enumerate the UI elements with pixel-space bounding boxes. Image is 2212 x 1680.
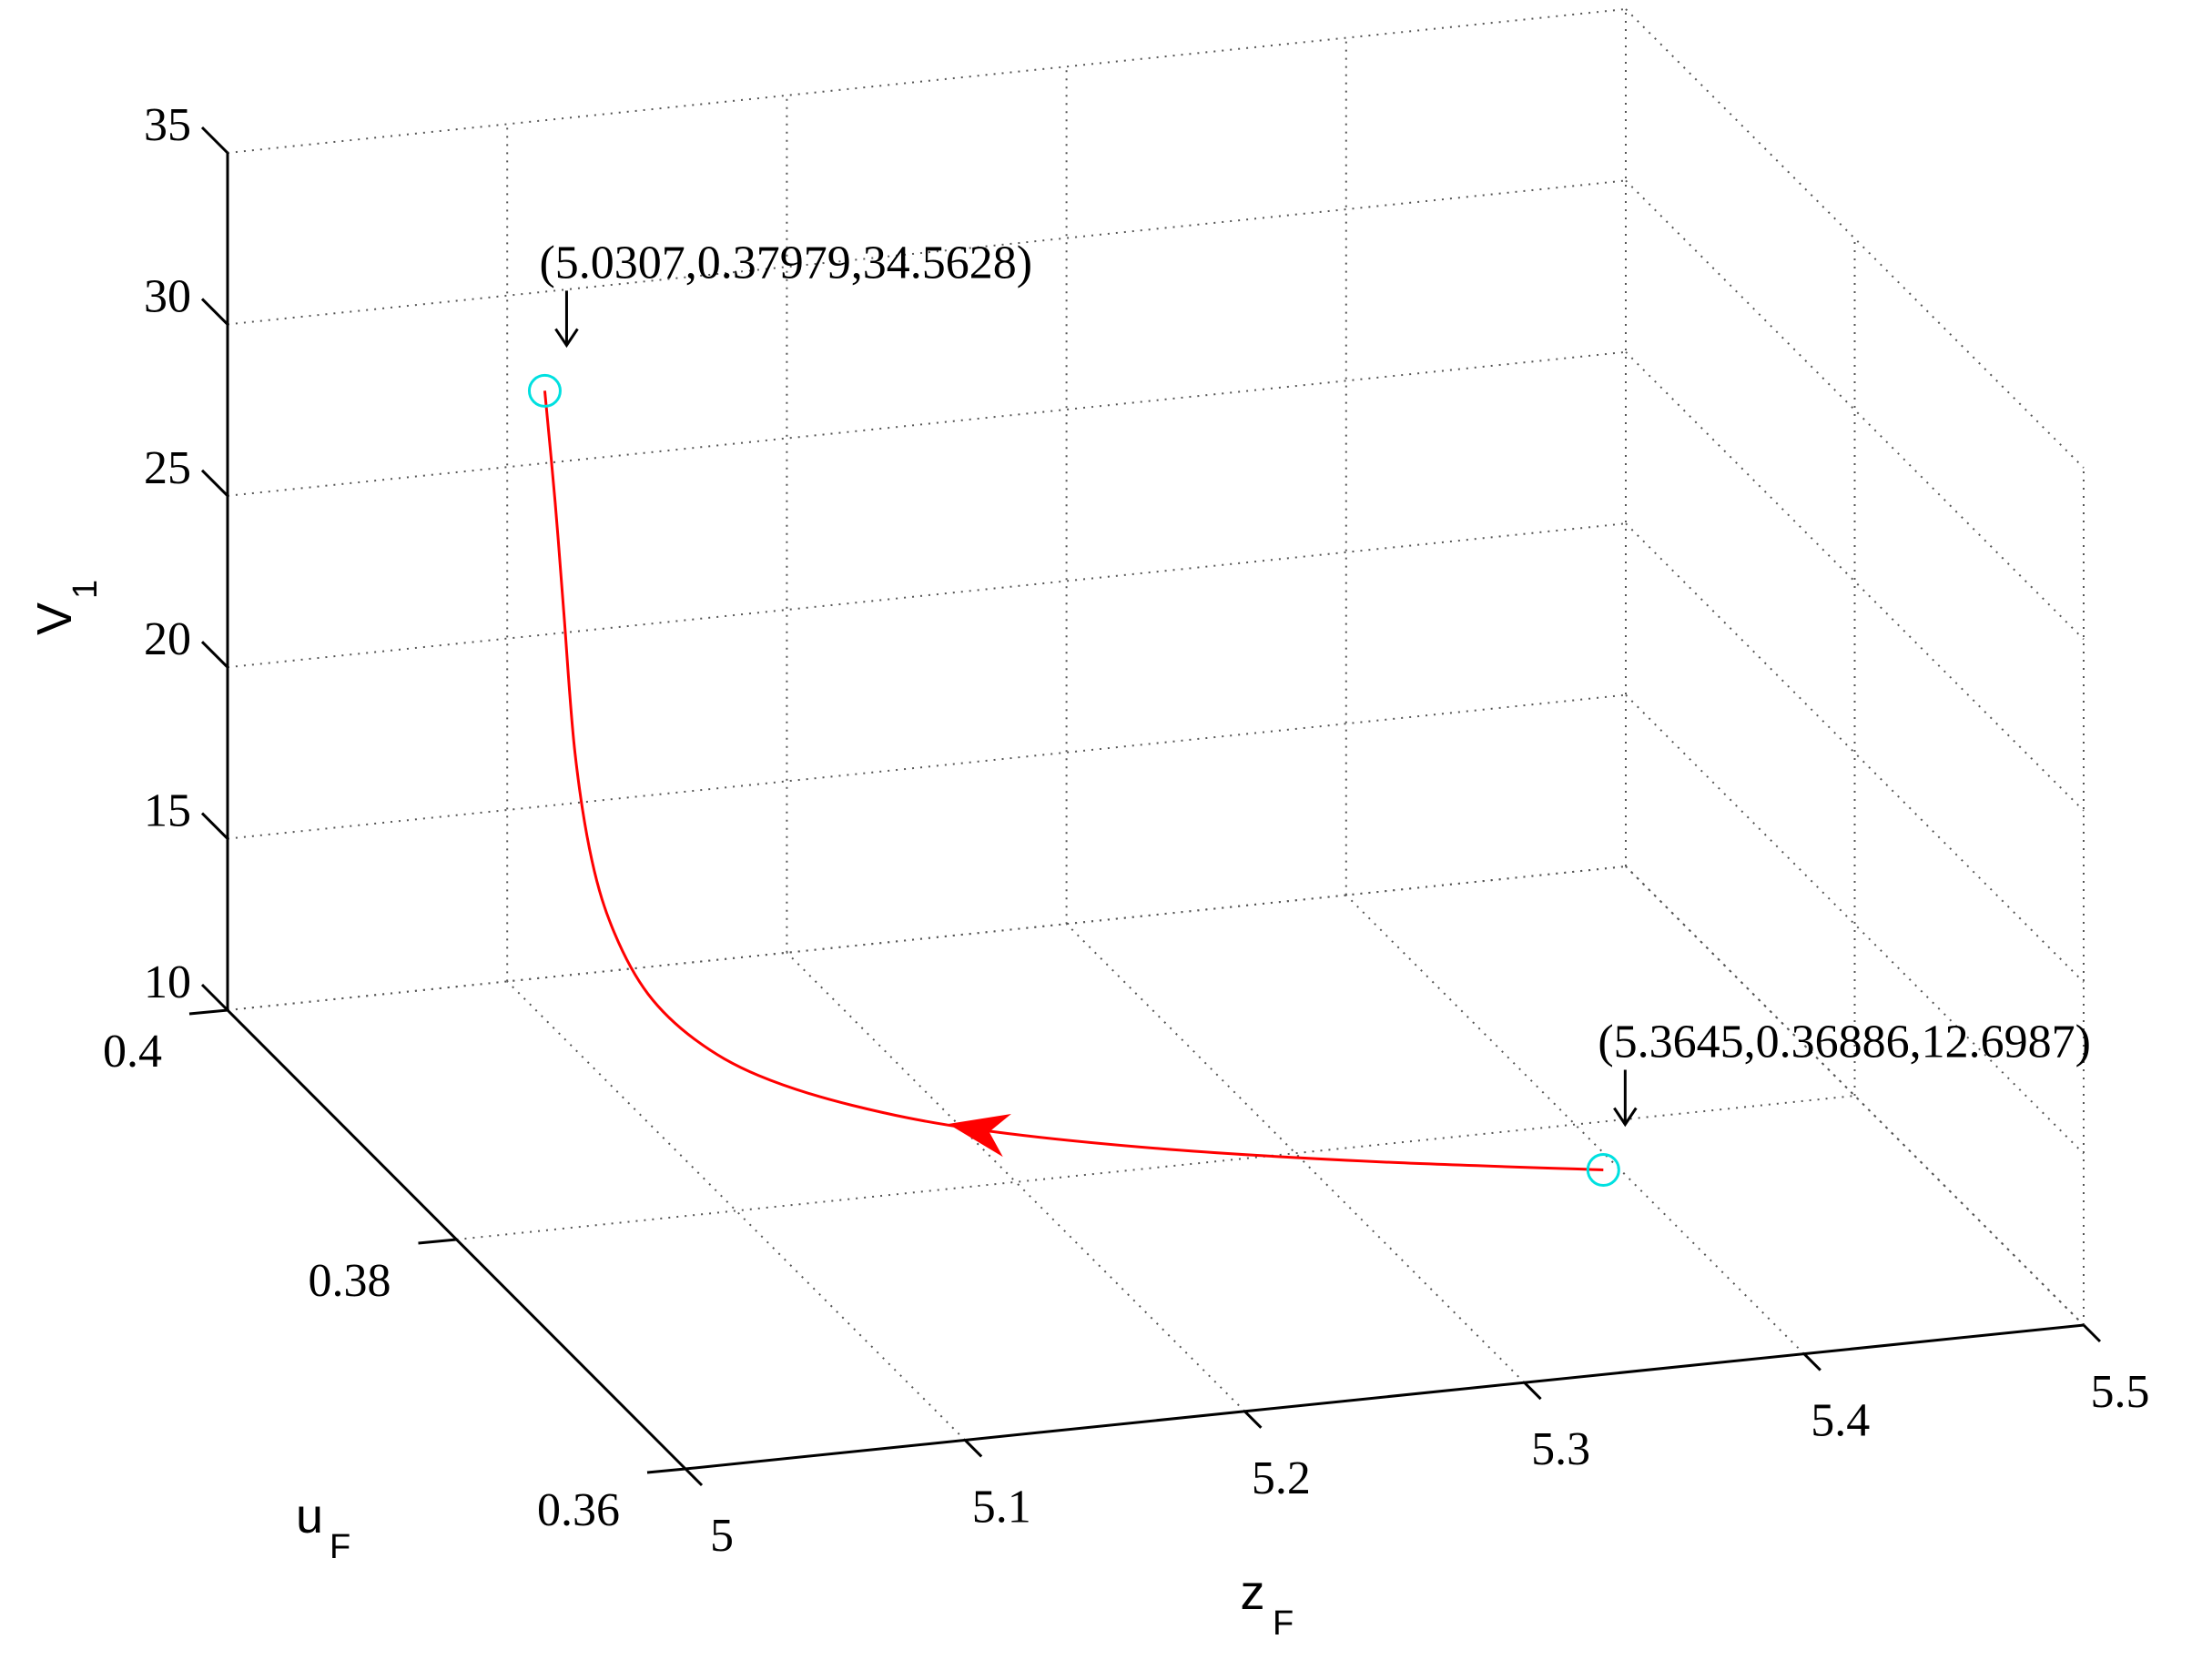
series-0-line bbox=[543, 390, 1604, 1171]
z-tick-1 bbox=[200, 812, 229, 840]
x-axis-title: zF bbox=[1241, 1565, 1294, 1643]
axes bbox=[188, 126, 2102, 1487]
endpoint-marker-0 bbox=[527, 373, 562, 408]
x-tick-label-1: 5.1 bbox=[972, 1481, 1031, 1533]
grid-side-z-2 bbox=[1625, 522, 2085, 983]
grid-floor-y-2 bbox=[227, 865, 1627, 1011]
y-tick-label-2: 0.4 bbox=[103, 1026, 162, 1078]
grid-side-z-4 bbox=[1625, 179, 2085, 641]
annotation-arrowhead-1 bbox=[1613, 1107, 1638, 1128]
grid-back-z-3 bbox=[227, 350, 1627, 497]
endpoint-marker-1 bbox=[1586, 1152, 1620, 1187]
z-axis-title: V1 bbox=[27, 580, 105, 635]
x-tick-1 bbox=[964, 1439, 983, 1458]
x-tick-3 bbox=[1523, 1381, 1542, 1401]
annotation-label-0: (5.0307,0.37979,34.5628) bbox=[539, 237, 1032, 288]
labels: 5 5.1 5.2 5.3 5.4 5.5 0.36 0.38 0.4 10 15 20 25 30 35 z… bbox=[27, 99, 2150, 1643]
grid-back-z-0 bbox=[227, 865, 1627, 1011]
grid-lines bbox=[227, 8, 2085, 1470]
x-axis-title-sub: F bbox=[1273, 1604, 1294, 1643]
grid-side-z-1 bbox=[1625, 693, 2085, 1155]
direction-arrow bbox=[948, 1114, 1011, 1158]
grid-back-z-5 bbox=[227, 8, 1627, 154]
grid-floor-x-2 bbox=[786, 952, 1246, 1412]
x-tick-2 bbox=[1243, 1410, 1263, 1429]
grid-floor-x-1 bbox=[506, 980, 966, 1442]
y-tick-2 bbox=[188, 1008, 228, 1016]
grid-floor-x-3 bbox=[1065, 923, 1526, 1383]
z-tick-4 bbox=[200, 298, 229, 326]
series-layer bbox=[527, 373, 1620, 1187]
grid-side-z-0 bbox=[1625, 865, 2085, 1326]
y-axis-title-sub: F bbox=[330, 1528, 350, 1566]
z-tick-label-1: 15 bbox=[144, 785, 191, 837]
z-tick-label-2: 20 bbox=[144, 613, 191, 665]
x-tick-5 bbox=[2082, 1323, 2102, 1343]
z-tick-label-5: 35 bbox=[144, 99, 191, 151]
z-axis-title-main: V bbox=[27, 602, 82, 635]
annotation-label-1: (5.3645,0.36886,12.6987) bbox=[1598, 1016, 2091, 1068]
y-axis-title-main: u bbox=[296, 1489, 323, 1543]
grid-floor-y-1 bbox=[456, 1095, 1855, 1240]
grid-back-z-1 bbox=[227, 693, 1627, 840]
y-axis-title: uF bbox=[296, 1489, 350, 1566]
x-tick-0 bbox=[684, 1467, 704, 1487]
z-tick-5 bbox=[200, 126, 229, 155]
z-axis-title-sub: 1 bbox=[66, 580, 105, 599]
z-tick-2 bbox=[200, 641, 229, 669]
x-axis-line bbox=[685, 1323, 2085, 1471]
z-tick-0 bbox=[200, 983, 229, 1012]
x-tick-label-2: 5.2 bbox=[1252, 1452, 1311, 1504]
grid-side-z-5 bbox=[1625, 8, 2085, 469]
grid-back-z-2 bbox=[227, 522, 1627, 669]
annotation-arrowhead-0 bbox=[554, 328, 579, 349]
y-tick-0 bbox=[646, 1467, 686, 1474]
grid-side-z-3 bbox=[1625, 351, 2085, 812]
x-tick-4 bbox=[1802, 1352, 1821, 1371]
grid-floor-x-5 bbox=[1625, 865, 2085, 1326]
y-tick-label-1: 0.38 bbox=[309, 1255, 391, 1307]
x-tick-label-5: 5.5 bbox=[2091, 1366, 2150, 1418]
x-tick-label-0: 5 bbox=[710, 1510, 734, 1562]
x-tick-label-4: 5.4 bbox=[1811, 1395, 1870, 1447]
y-tick-label-0: 0.36 bbox=[537, 1484, 620, 1536]
x-axis-title-main: z bbox=[1241, 1565, 1265, 1620]
z-tick-label-3: 25 bbox=[144, 442, 191, 494]
z-tick-label-4: 30 bbox=[144, 270, 191, 322]
z-tick-label-0: 10 bbox=[144, 956, 191, 1008]
grid-floor-x-4 bbox=[1345, 894, 1805, 1355]
y-tick-1 bbox=[418, 1238, 457, 1245]
z-tick-3 bbox=[200, 469, 229, 497]
x-tick-label-3: 5.3 bbox=[1531, 1423, 1590, 1475]
